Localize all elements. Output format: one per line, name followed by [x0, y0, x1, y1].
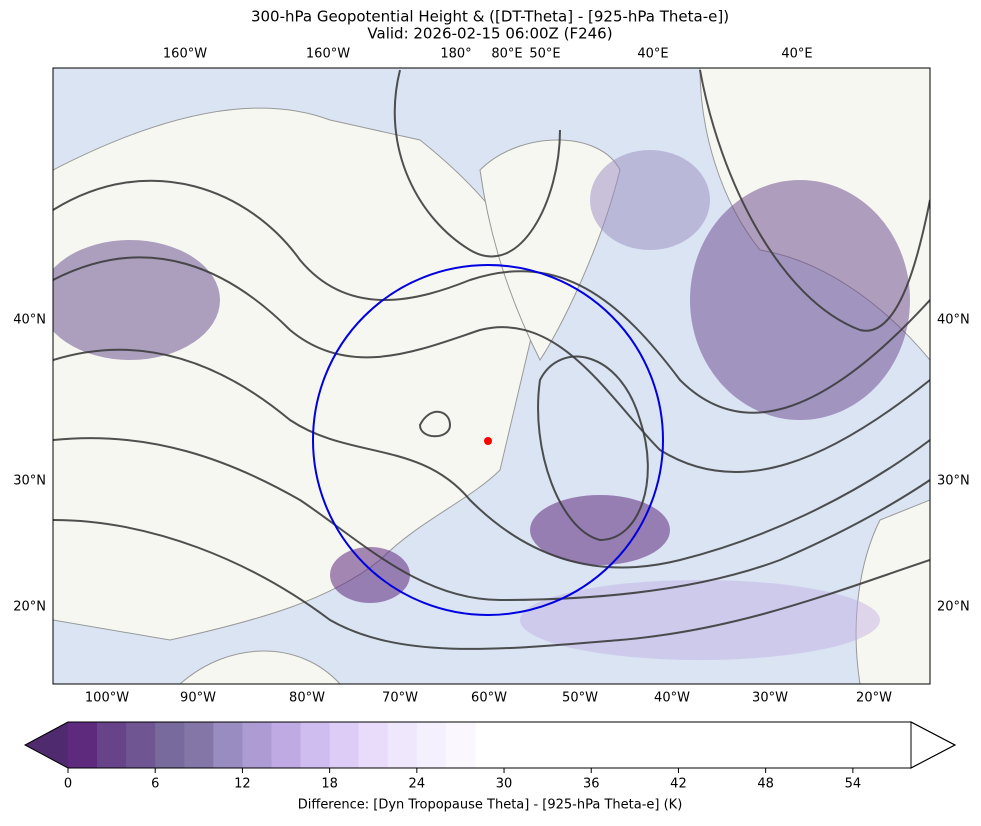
colorbar-extend-max	[910, 721, 957, 769]
map	[53, 68, 930, 684]
contour	[418, 410, 452, 438]
colorbar-tick-label: 30	[496, 777, 513, 792]
colorbar-tick-label: 24	[409, 777, 426, 792]
lon-label: 40°E	[781, 47, 812, 62]
lon-label: 160°W	[306, 47, 350, 62]
lon-label: 60°W	[471, 691, 507, 706]
lon-label: 40°W	[654, 691, 690, 706]
contour	[53, 519, 930, 650]
lat-label: 40°N	[937, 313, 970, 328]
colorbar-outline	[23, 721, 957, 769]
colorbar-swatch	[155, 722, 185, 768]
lon-label: 20°W	[856, 691, 892, 706]
colorbar-swatch	[387, 722, 418, 768]
colorbar-swatch	[416, 722, 447, 768]
contour	[53, 179, 930, 414]
lon-label: 100°W	[85, 691, 129, 706]
colorbar-tick-label: 54	[845, 777, 862, 792]
contour	[537, 355, 649, 542]
lon-label: 40°E	[637, 47, 668, 62]
colorbar-label: Difference: [Dyn Tropopause Theta] - [92…	[298, 798, 683, 813]
contour	[699, 69, 930, 332]
shading	[330, 547, 410, 603]
subtitle: Valid: 2026-02-15 06:00Z (F246)	[367, 25, 612, 43]
lon-label: 50°E	[529, 47, 560, 62]
colorbar-swatch	[271, 722, 302, 768]
title: 300-hPa Geopotential Height & ([DT-Theta…	[251, 8, 729, 26]
colorbar-tick-label: 36	[583, 777, 600, 792]
colorbar-swatch	[300, 722, 331, 768]
colorbar-tick-label: 12	[234, 777, 251, 792]
colorbar-tick-label: 42	[670, 777, 687, 792]
contour	[393, 69, 561, 258]
lat-label: 30°N	[937, 474, 970, 489]
colorbar-tick-label: 0	[64, 777, 72, 792]
map-frame	[52, 67, 931, 685]
contour	[53, 348, 930, 569]
colorbar-extend-min	[25, 722, 68, 768]
colorbar-swatch	[329, 722, 360, 768]
colorbar-swatch	[213, 722, 243, 768]
lon-label: 50°W	[562, 691, 598, 706]
land	[179, 650, 341, 684]
lon-label: 80°E	[491, 47, 522, 62]
shading	[690, 180, 910, 420]
lon-label: 70°W	[382, 691, 418, 706]
colorbar-tick-label: 48	[757, 777, 774, 792]
lon-label: 30°W	[752, 691, 788, 706]
colorbar-swatch	[445, 722, 476, 768]
lon-label: 90°W	[180, 691, 216, 706]
lat-label: 30°N	[13, 474, 46, 489]
contour	[53, 437, 930, 602]
contour	[53, 256, 930, 473]
shading	[53, 240, 220, 360]
point	[484, 437, 492, 445]
colorbar-swatch	[358, 722, 389, 768]
colorbar-swatch	[184, 722, 214, 768]
colorbar: 0 6 12 18 24 30 36 42 48 54	[23, 721, 957, 792]
colorbar-swatch	[68, 722, 98, 768]
lat-label: 20°N	[13, 600, 46, 615]
lon-label: 80°W	[289, 691, 325, 706]
colorbar-swatch	[97, 722, 127, 768]
colorbar-tick-label: 18	[321, 777, 338, 792]
shading	[530, 495, 670, 565]
lon-label: 160°W	[163, 47, 207, 62]
colorbar-swatch	[126, 722, 156, 768]
lon-label: 180°	[440, 47, 471, 62]
colorbar-tick-label: 6	[151, 777, 159, 792]
circle	[312, 264, 664, 616]
lat-label: 20°N	[937, 600, 970, 615]
lat-label: 40°N	[13, 313, 46, 328]
colorbar-swatch	[242, 722, 272, 768]
shading	[590, 150, 710, 250]
